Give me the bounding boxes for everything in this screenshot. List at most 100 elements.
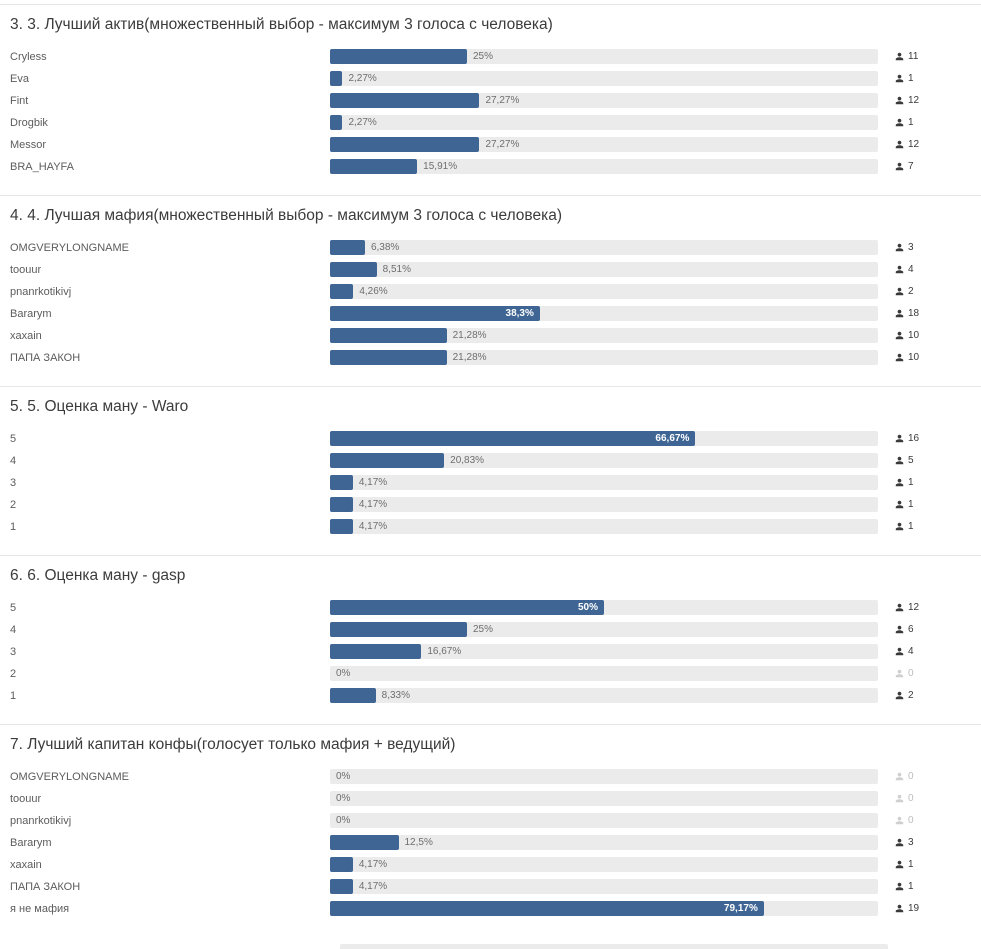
person-icon <box>895 118 904 127</box>
poll-option-row: pnanrkotikivj 0% 0 <box>0 813 981 828</box>
vote-bar-track: 8,51% <box>330 262 878 277</box>
vote-bar-track: 4,17% <box>330 475 878 490</box>
vote-bar-fill <box>330 284 354 299</box>
person-icon <box>895 882 904 891</box>
poll-option-row: Bararym 12,5% 3 <box>0 835 981 850</box>
vote-count-value: 1 <box>908 859 914 870</box>
vote-count-value: 4 <box>908 264 914 275</box>
percentage-label: 8,33% <box>381 690 410 701</box>
vote-bar-track: 21,28% <box>330 328 878 343</box>
person-icon <box>895 162 904 171</box>
person-icon <box>895 500 904 509</box>
person-icon <box>895 647 904 656</box>
vote-count: 18 <box>895 308 919 319</box>
poll-option-row: 3 4,17% 1 <box>0 475 981 490</box>
vote-count-value: 3 <box>908 837 914 848</box>
percentage-label: 4,17% <box>358 881 388 892</box>
vote-count-value: 1 <box>908 521 914 532</box>
vote-count: 1 <box>895 499 914 510</box>
option-label: toouur <box>10 792 42 805</box>
cutoff-bar-track <box>340 944 888 949</box>
section-title: 5. 5. Оценка ману - Waro <box>10 398 189 415</box>
poll-option-row: xaxain 21,28% 10 <box>0 328 981 343</box>
vote-bar-fill <box>330 49 467 64</box>
poll-option-row: 4 25% 6 <box>0 622 981 637</box>
vote-bar-fill <box>330 644 422 659</box>
option-label: ПАПА ЗАКОН <box>10 880 81 893</box>
vote-bar-fill: 50% <box>330 600 604 615</box>
vote-count-value: 10 <box>908 352 920 363</box>
poll-section: 3. 3. Лучший актив(множественный выбор -… <box>0 4 981 195</box>
option-label: BRA_HAYFA <box>10 160 74 173</box>
poll-section: 7. Лучший капитан конфы(голосует только … <box>0 724 981 937</box>
vote-count-value: 1 <box>908 117 914 128</box>
poll-option-row: 5 50% 12 <box>0 600 981 615</box>
vote-count: 12 <box>895 95 919 106</box>
option-label: Cryless <box>10 50 47 63</box>
percentage-label: 4,26% <box>359 286 388 297</box>
option-label: 3 <box>10 645 17 658</box>
poll-option-row: я не мафия 79,17% 19 <box>0 901 981 916</box>
vote-count: 6 <box>895 624 914 635</box>
person-icon <box>895 904 904 913</box>
vote-bar-track: 8,33% <box>330 688 878 703</box>
poll-option-row: xaxain 4,17% 1 <box>0 857 981 872</box>
vote-count: 2 <box>895 690 914 701</box>
section-title: 3. 3. Лучший актив(множественный выбор -… <box>10 16 553 33</box>
person-icon <box>895 331 904 340</box>
option-label: Bararym <box>10 307 52 320</box>
vote-count: 4 <box>895 264 914 275</box>
vote-bar-fill <box>330 137 480 152</box>
vote-bar-track: 16,67% <box>330 644 878 659</box>
vote-bar-fill: 38,3% <box>330 306 540 321</box>
vote-bar-track: 0% <box>330 666 878 681</box>
vote-count-value: 19 <box>908 903 920 914</box>
percentage-label: 16,67% <box>427 646 462 657</box>
vote-bar-track: 6,38% <box>330 240 878 255</box>
vote-count-value: 2 <box>908 690 914 701</box>
vote-count: 1 <box>895 477 914 488</box>
vote-count: 5 <box>895 455 914 466</box>
vote-count: 19 <box>895 903 919 914</box>
vote-bar-fill <box>330 519 353 534</box>
vote-count: 12 <box>895 139 919 150</box>
poll-option-row: 2 0% 0 <box>0 666 981 681</box>
vote-count: 0 <box>895 771 914 782</box>
vote-bar-fill <box>330 475 353 490</box>
option-label: toouur <box>10 263 42 276</box>
person-icon <box>895 456 904 465</box>
poll-option-row: toouur 8,51% 4 <box>0 262 981 277</box>
vote-count: 12 <box>895 602 919 613</box>
option-label: я не мафия <box>10 902 70 915</box>
percentage-label: 27,27% <box>485 95 520 106</box>
vote-count: 0 <box>895 815 914 826</box>
poll-sections-container: 3. 3. Лучший актив(множественный выбор -… <box>0 4 981 937</box>
section-title: 7. Лучший капитан конфы(голосует только … <box>10 736 456 753</box>
vote-count-value: 5 <box>908 455 914 466</box>
person-icon <box>895 691 904 700</box>
percentage-label: 4,17% <box>358 499 388 510</box>
person-icon <box>895 603 904 612</box>
vote-count: 4 <box>895 646 914 657</box>
percentage-label: 0% <box>336 815 351 826</box>
vote-count: 11 <box>895 51 918 62</box>
person-icon <box>895 625 904 634</box>
vote-bar-fill <box>330 857 353 872</box>
vote-count-value: 1 <box>908 499 914 510</box>
percentage-label: 66,67% <box>655 433 690 444</box>
vote-bar-track: 27,27% <box>330 137 878 152</box>
section-title: 4. 4. Лучшая мафия(множественный выбор -… <box>10 207 563 224</box>
vote-count: 1 <box>895 881 914 892</box>
person-icon <box>895 794 904 803</box>
vote-bar-track: 12,5% <box>330 835 878 850</box>
person-icon <box>895 353 904 362</box>
vote-count-value: 11 <box>908 51 919 62</box>
vote-count-value: 18 <box>908 308 920 319</box>
option-label: ПАПА ЗАКОН <box>10 351 81 364</box>
option-label: OMGVERYLONGNAME <box>10 241 129 254</box>
option-label: 2 <box>10 498 17 511</box>
vote-bar-fill: 66,67% <box>330 431 696 446</box>
percentage-label: 79,17% <box>723 903 758 914</box>
vote-bar-track: 25% <box>330 622 878 637</box>
person-icon <box>895 74 904 83</box>
